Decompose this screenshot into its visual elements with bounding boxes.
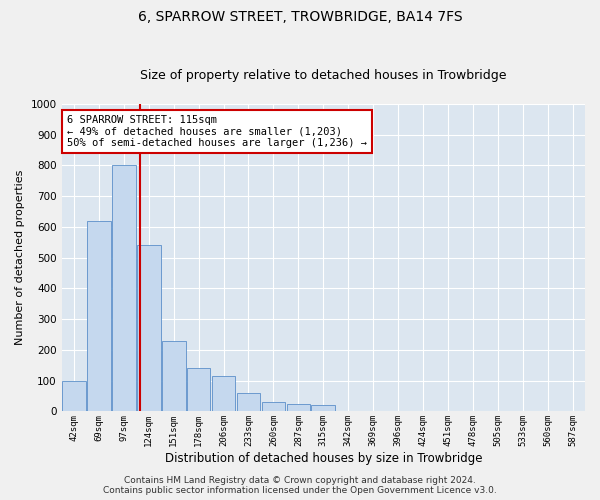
Bar bbox=[62, 380, 86, 412]
Bar bbox=[287, 404, 310, 411]
Y-axis label: Number of detached properties: Number of detached properties bbox=[15, 170, 25, 346]
Bar bbox=[187, 368, 211, 412]
Bar bbox=[87, 221, 111, 412]
Bar bbox=[212, 376, 235, 412]
Bar bbox=[236, 393, 260, 411]
Text: 6, SPARROW STREET, TROWBRIDGE, BA14 7FS: 6, SPARROW STREET, TROWBRIDGE, BA14 7FS bbox=[137, 10, 463, 24]
Text: Contains HM Land Registry data © Crown copyright and database right 2024.
Contai: Contains HM Land Registry data © Crown c… bbox=[103, 476, 497, 495]
Bar bbox=[311, 406, 335, 411]
Bar bbox=[112, 166, 136, 412]
Bar bbox=[162, 340, 185, 411]
Text: 6 SPARROW STREET: 115sqm
← 49% of detached houses are smaller (1,203)
50% of sem: 6 SPARROW STREET: 115sqm ← 49% of detach… bbox=[67, 115, 367, 148]
Bar bbox=[137, 246, 161, 412]
Bar bbox=[262, 402, 285, 411]
Title: Size of property relative to detached houses in Trowbridge: Size of property relative to detached ho… bbox=[140, 69, 506, 82]
X-axis label: Distribution of detached houses by size in Trowbridge: Distribution of detached houses by size … bbox=[164, 452, 482, 465]
